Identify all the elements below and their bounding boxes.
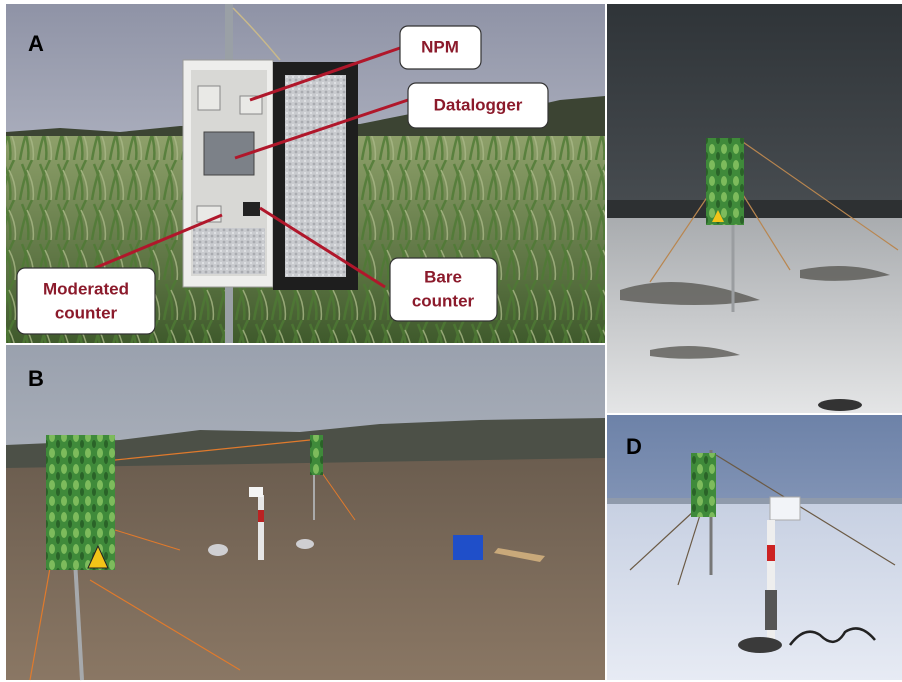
callout-text: Bare (424, 267, 462, 286)
scene-ellipse (738, 637, 782, 653)
scene-rect (607, 200, 902, 220)
scene-rect (765, 590, 777, 630)
scene-ellipse (208, 544, 228, 556)
figure: NPM Datalogger Moderated counter Bare co… (0, 0, 902, 682)
scene-rect (453, 535, 483, 560)
scene-rect (770, 497, 800, 520)
scene-rect (258, 510, 264, 522)
scene-rect (249, 487, 263, 497)
scene-rect (767, 545, 775, 561)
callout-text: counter (55, 303, 118, 322)
panel-label: D (626, 434, 642, 459)
callout-text: counter (412, 291, 475, 310)
panel-c (607, 4, 902, 413)
scene-rect (310, 435, 323, 475)
callout-text: Datalogger (434, 95, 523, 114)
scene-rect (607, 498, 902, 504)
page: {"labels": {"a": "A", "b": "B", "d": "D"… (0, 0, 902, 682)
scene-ellipse (818, 399, 862, 411)
callout-text: NPM (421, 37, 459, 56)
scene-rect (706, 138, 744, 225)
scene-rect (285, 75, 346, 277)
scene-rect (198, 86, 220, 110)
panel-label: B (28, 366, 44, 391)
scene-rect (243, 202, 260, 216)
callout-text: Moderated (43, 279, 129, 298)
scene-rect (46, 435, 115, 570)
panel-d (607, 415, 902, 680)
scene-rect (607, 504, 902, 680)
scene-rect (258, 495, 264, 560)
scene-ellipse (296, 539, 314, 549)
scene-rect (607, 218, 902, 413)
scene-rect (691, 453, 716, 517)
panel-b (6, 345, 605, 680)
callout-box (17, 268, 155, 334)
scene-rect (193, 228, 265, 274)
panel-label: A (28, 31, 44, 56)
